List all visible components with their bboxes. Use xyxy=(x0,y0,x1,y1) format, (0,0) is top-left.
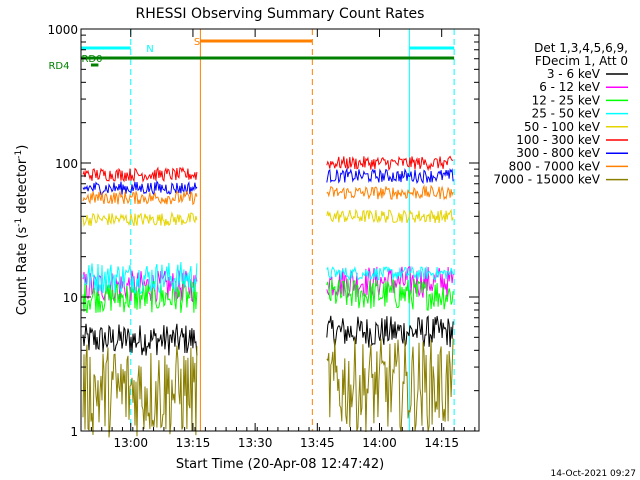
series-line-8-seg-0 xyxy=(82,344,198,438)
series-line-2-seg-0 xyxy=(82,280,198,313)
legend-label-0: 3 - 6 keV xyxy=(547,67,601,81)
series-line-3-seg-0 xyxy=(82,261,198,295)
series-line-1-seg-1 xyxy=(326,266,454,298)
legend-label-2: 12 - 25 keV xyxy=(532,93,601,107)
y-axis-label: Count Rate (s-1 detector-1) xyxy=(14,145,30,316)
legend-label-1: 6 - 12 keV xyxy=(539,80,601,94)
legend-header-line2: FDecim 1, Att 0 xyxy=(535,54,628,68)
series-line-8-seg-1 xyxy=(326,338,454,433)
legend: Det 1,3,4,5,6,9, FDecim 1, Att 0 3 - 6 k… xyxy=(493,41,628,187)
legend-label-4: 50 - 100 keV xyxy=(524,120,601,134)
flag-label-s: S xyxy=(194,37,200,48)
chart-title: RHESSI Observing Summary Count Rates xyxy=(136,6,425,22)
x-tick-label-3: 13:45 xyxy=(300,436,335,450)
footer-timestamp: 14-Oct-2021 09:27 xyxy=(551,469,636,479)
series-line-0-seg-1 xyxy=(326,315,454,348)
series-2 xyxy=(82,278,454,313)
x-axis: 13:00 13:15 13:30 13:45 14:00 14:15 xyxy=(80,29,476,450)
legend-label-7: 800 - 7000 keV xyxy=(509,159,601,173)
x-tick-label-5: 14:15 xyxy=(424,436,459,450)
series-line-0-seg-0 xyxy=(82,323,198,356)
x-axis-label: Start Time (20-Apr-08 12:47:42) xyxy=(176,457,384,472)
y-tick-label-2: 100 xyxy=(55,157,78,171)
legend-label-6: 300 - 800 keV xyxy=(516,146,600,160)
y-tick-label-0: 1 xyxy=(70,425,78,439)
series-line-7-seg-1 xyxy=(326,184,454,201)
y-axis-label-mid: detector xyxy=(15,158,30,218)
y-tick-label-1: 10 xyxy=(63,291,78,305)
y-axis-label-sup2: -1 xyxy=(14,150,24,159)
x-tick-label-1: 13:15 xyxy=(176,436,211,450)
flag-label-n: N xyxy=(146,44,153,55)
series-line-7-seg-0 xyxy=(82,189,198,206)
y-axis: 1 10 100 1000 xyxy=(47,23,479,439)
series-line-5-seg-1 xyxy=(326,155,454,172)
series-7 xyxy=(82,184,454,206)
y-tick-label-3: 1000 xyxy=(47,23,78,37)
x-tick-label-2: 13:30 xyxy=(238,436,273,450)
plot-area: N S RD0 RD4 xyxy=(48,29,455,438)
series-0 xyxy=(82,315,454,356)
series-line-4-seg-0 xyxy=(82,211,198,228)
legend-header-line1: Det 1,3,4,5,6,9, xyxy=(534,41,628,55)
series-line-4-seg-1 xyxy=(326,208,454,224)
series-line-2-seg-1 xyxy=(326,278,454,311)
series-line-6-seg-0 xyxy=(82,180,198,197)
series-3 xyxy=(82,261,454,295)
plot-frame xyxy=(80,28,480,432)
series-8 xyxy=(82,338,454,438)
flag-label-rd4: RD4 xyxy=(48,61,69,72)
y-axis-label-end: ) xyxy=(15,145,30,150)
legend-label-8: 7000 - 15000 keV xyxy=(493,173,600,187)
series-line-5-seg-0 xyxy=(82,166,198,183)
series-line-3-seg-1 xyxy=(326,265,454,282)
y-axis-label-sup1: -1 xyxy=(14,218,24,227)
series-4 xyxy=(82,208,454,228)
x-tick-label-4: 14:00 xyxy=(362,436,397,450)
x-tick-label-0: 13:00 xyxy=(113,436,148,450)
y-axis-label-main: Count Rate (s xyxy=(15,227,30,316)
series-5 xyxy=(82,155,454,183)
flag-label-rd0: RD0 xyxy=(81,54,102,65)
series-line-6-seg-1 xyxy=(326,167,454,185)
legend-label-3: 25 - 50 keV xyxy=(532,107,601,121)
legend-label-5: 100 - 300 keV xyxy=(516,133,600,147)
